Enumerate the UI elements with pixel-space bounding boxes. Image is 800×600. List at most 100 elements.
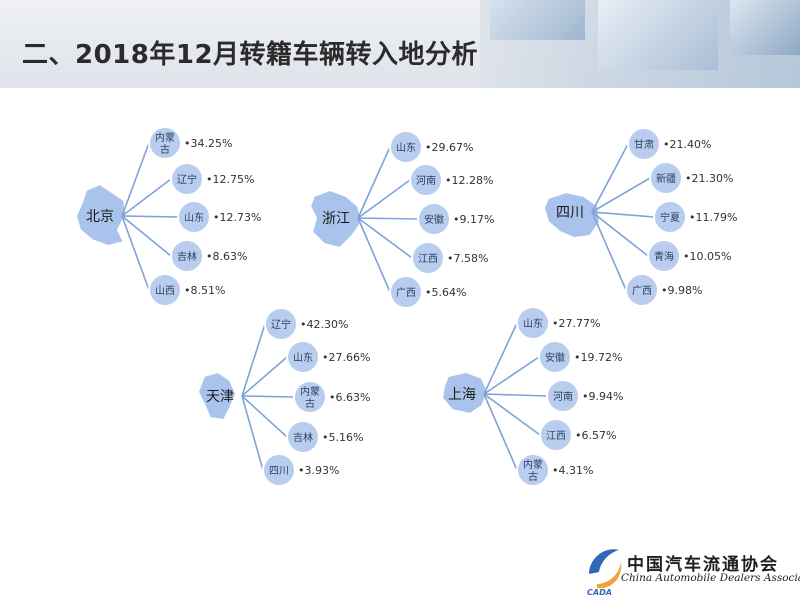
province-bubble [647,239,681,273]
province-label: 内蒙 [300,385,320,398]
connector-line [591,211,655,218]
province-label: 内蒙 [523,458,543,471]
header-banner: 二、2018年12月转籍车辆转入地分析 [0,0,800,88]
group-4: 山东 •27.77% 安徽 •19.72% 河南 •9.94% 江西 •6.57% 内蒙古 •4.… [448,306,623,487]
province-label: 江西 [546,430,566,442]
province-bubble [170,239,204,273]
connector-line [357,217,391,293]
group-2: 甘肃 •21.40% 新疆 •21.30% 宁夏 •11.79% 青海 •10.05% 广西 •9… [556,127,737,307]
province-label: 江西 [418,253,438,265]
percentage-value: •5.64% [425,286,466,299]
province-bubble [286,340,320,374]
province-bubble [286,420,320,454]
percentage-value: •27.66% [322,351,370,364]
connector-line [121,142,150,217]
province-label: 甘肃 [634,138,654,151]
province-bubble [417,202,451,236]
percentage-value: •9.17% [453,213,494,226]
percentage-value: •29.67% [425,141,473,154]
connector-line [591,211,627,291]
hub-map-shape [196,370,238,422]
hub-map-shape [74,182,128,248]
province-label: 山东 [184,211,204,224]
province-label: 新疆 [656,172,676,185]
connector-line [483,393,548,397]
hub-map-shape [542,190,602,240]
connector-line [357,217,413,259]
province-label: 古 [528,470,538,483]
hub-city-label: 上海 [448,387,476,403]
province-label: 河南 [416,174,436,187]
percentage-value: •11.79% [689,211,737,224]
province-bubble [389,275,423,309]
hub-map-shape [308,188,364,250]
hub-city-label: 浙江 [322,211,350,227]
connector-line [121,178,172,217]
hub-city-label: 四川 [556,205,584,221]
group-3: 辽宁 •42.30% 山东 •27.66% 内蒙古 •6.63% 吉林 •5.16% 四川 •3.… [206,307,370,487]
province-bubble [293,380,327,414]
percentage-value: •9.94% [582,390,623,403]
province-label: 宁夏 [660,211,680,224]
connector-line [483,356,540,395]
province-label: 广西 [632,285,652,297]
province-label: 安徽 [424,213,444,226]
connector-line [241,323,266,397]
province-bubble [546,379,580,413]
province-bubble [177,200,211,234]
percentage-value: •8.51% [184,284,225,297]
cada-logo-mark: CADA [587,549,622,597]
province-label: 内蒙 [155,131,175,144]
province-bubble [539,418,573,452]
header-cube-3 [730,0,800,55]
group-1: 山东 •29.67% 河南 •12.28% 安徽 •9.17% 江西 •7.58% 广西 •5.6… [322,130,494,309]
header-cube-1 [490,0,585,40]
percentage-value: •21.30% [685,172,733,185]
province-label: 辽宁 [177,173,197,186]
province-label: 辽宁 [271,318,291,331]
province-label: 安徽 [545,351,565,364]
logo-mark-text: CADA [587,588,612,597]
province-bubble [262,453,296,487]
province-bubble [411,241,445,275]
province-bubble [653,200,687,234]
percentage-value: •42.30% [300,318,348,331]
province-label: 山西 [155,285,175,297]
province-bubble [409,163,443,197]
connector-line [357,217,419,220]
province-bubble [389,130,423,164]
province-label: 山东 [396,141,416,154]
group-0: 内蒙古 •34.25% 辽宁 •12.75% 山东 •12.73% 吉林 •8.63% 山西 •8… [86,126,261,307]
percentage-value: •6.63% [329,391,370,404]
connector-line [241,356,288,397]
logo-chinese-name: 中国汽车流通协会 [627,555,779,575]
percentage-value: •6.57% [575,429,616,442]
percentage-value: •21.40% [663,138,711,151]
percentage-value: •5.16% [322,431,363,444]
connector-line [483,322,518,395]
percentage-value: •12.28% [445,174,493,187]
header-photo [480,0,800,88]
province-bubble [625,273,659,307]
connector-line [121,215,179,218]
province-bubble [148,273,182,307]
connector-line [483,393,541,436]
connector-line [591,143,629,213]
connector-line [591,211,649,257]
province-bubble [516,453,550,487]
province-bubble [627,127,661,161]
connector-line [241,395,295,398]
percentage-value: •12.73% [213,211,261,224]
province-bubble [170,162,204,196]
connector-line [357,146,391,219]
province-label: 吉林 [293,431,313,444]
province-label: 青海 [654,250,674,263]
page-title: 二、2018年12月转籍车辆转入地分析 [22,40,479,70]
connector-line [591,177,651,213]
header-cube-2 [598,0,718,70]
logo-english-name: China Automobile Dealers Association [621,572,800,584]
connector-line [121,215,150,291]
province-bubble [264,307,298,341]
hub-map-shape [440,370,490,416]
